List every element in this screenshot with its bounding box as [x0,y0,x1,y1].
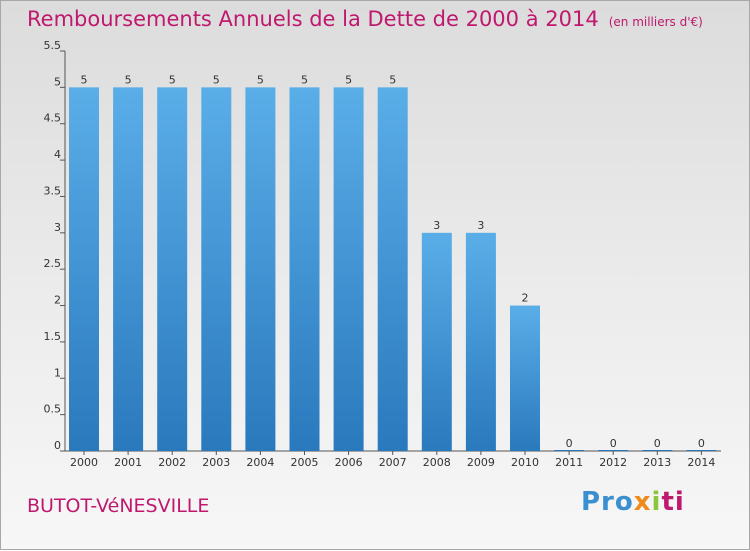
x-tick-label: 2005 [291,456,319,469]
x-tick-label: 2000 [70,456,98,469]
bar [245,87,276,451]
bar [642,450,673,451]
x-tick-label: 2003 [202,456,230,469]
bar [510,305,540,451]
bar-value-label: 5 [213,73,220,86]
bar-value-label: 0 [698,437,705,450]
logo-part-1: Pro [581,487,634,517]
x-tick-label: 2013 [643,456,671,469]
y-tick-label: 1.5 [44,330,62,343]
y-tick-label: 2.5 [44,257,62,270]
x-tick-label: 2008 [423,456,451,469]
bar-value-label: 5 [345,73,352,86]
y-tick-label: 3.5 [44,184,62,197]
x-tick-label: 2006 [335,456,363,469]
x-tick-label: 2009 [467,456,495,469]
chart-value-labels: 5 5 5 5 5 5 5 5 3 3 2 0 0 0 0 [81,73,705,450]
bar [157,87,188,451]
y-tick-label: 5.5 [44,39,62,52]
bar-value-label: 5 [257,73,264,86]
proxiti-logo: Proxiti [581,487,685,517]
logo-part-3: i [651,487,662,517]
bar [421,232,452,451]
bar [465,232,496,451]
bar [686,450,717,451]
y-tick-label: 5 [54,75,61,88]
bar [201,87,232,451]
chart-title-text: Remboursements Annuels de la Dette de 20… [27,7,599,31]
x-tick-label: 2014 [687,456,715,469]
x-tick-label: 2004 [246,456,274,469]
bar [289,87,320,451]
y-tick-label: 0 [54,439,61,452]
bar-value-label: 2 [522,292,529,305]
bar-value-label: 5 [169,73,176,86]
x-tick-label: 2001 [114,456,142,469]
logo-part-4: ti [661,487,685,517]
bar-value-label: 0 [610,437,617,450]
y-tick-label: 4 [54,148,61,161]
bar [377,87,408,451]
bar-value-label: 5 [125,73,132,86]
y-tick-label: 4.5 [44,112,62,125]
y-tick-label: 3 [54,221,61,234]
x-tick-label: 2012 [599,456,627,469]
chart-bars [69,87,717,451]
x-tick-label: 2010 [511,456,539,469]
bar-value-label: 3 [477,219,484,232]
y-tick-label: 2 [54,294,61,307]
commune-name: BUTOT-VéNESVILLE [27,495,210,517]
bar [69,87,99,451]
bar [598,450,629,451]
chart-unit-text: (en milliers d'€) [608,15,703,29]
bar-value-label: 5 [389,73,396,86]
bar-value-label: 0 [566,437,573,450]
bar [554,450,585,451]
x-tick-label: 2002 [158,456,186,469]
bar-value-label: 3 [433,219,440,232]
bar-value-label: 5 [81,73,88,86]
x-tick-label: 2007 [379,456,407,469]
x-tick-label: 2011 [555,456,583,469]
bar [113,87,144,451]
bar [333,87,364,451]
logo-part-2: x [633,487,652,517]
chart-title: Remboursements Annuels de la Dette de 20… [27,7,703,31]
bar-value-label: 5 [301,73,308,86]
y-tick-label: 0.5 [44,403,62,416]
y-tick-label: 1 [54,366,61,379]
bar-value-label: 0 [654,437,661,450]
